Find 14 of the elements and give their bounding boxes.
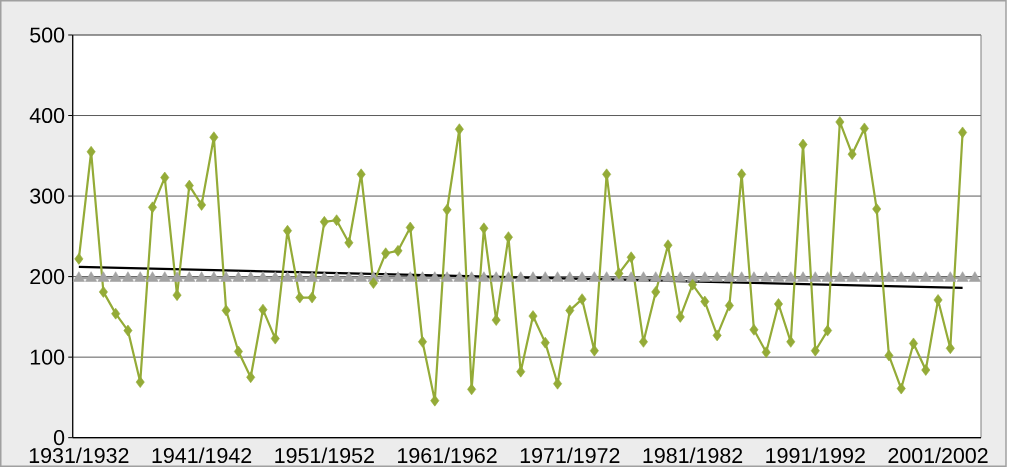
- y-tick-label: 0: [53, 430, 65, 446]
- x-tick-label: 1981/1982: [643, 447, 743, 464]
- y-tick-label: 400: [29, 107, 65, 124]
- x-tick-label: 1951/1952: [275, 447, 374, 464]
- y-tick-label: 200: [30, 269, 65, 285]
- y-tick-label: 100: [30, 349, 65, 365]
- x-tick-label: 1971/1972: [520, 447, 620, 464]
- x-tick-label: 1961/1962: [398, 447, 497, 464]
- y-tick-label: 500: [30, 27, 65, 43]
- y-tick-label: 300: [30, 188, 65, 204]
- x-tick-label: 1931/1932: [29, 447, 129, 464]
- x-tick-label: 1991/1992: [766, 447, 865, 464]
- x-tick-label: 1941/1942: [152, 447, 252, 464]
- x-tick-label: 2001/2002: [888, 447, 988, 464]
